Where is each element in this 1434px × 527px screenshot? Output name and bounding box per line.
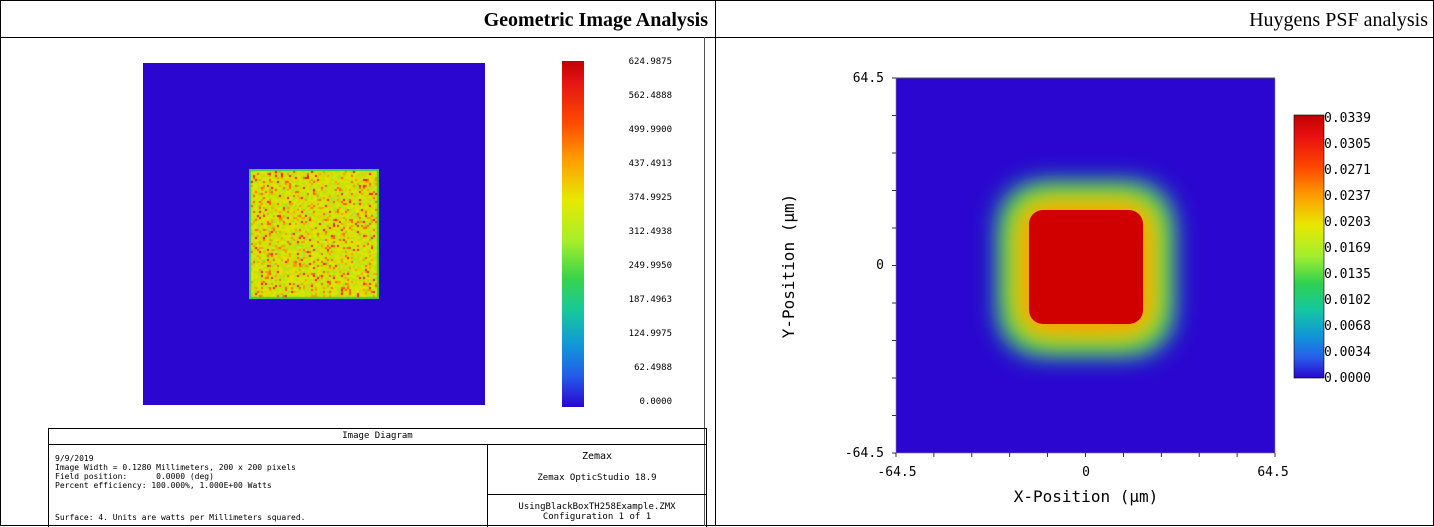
cbar-tick: 62.4988 — [634, 363, 672, 373]
header-divider — [0, 37, 1434, 38]
x-tick-label: 0 — [1082, 465, 1090, 480]
info-efficiency: Percent efficiency: 100.000%, 1.000E+00 … — [55, 481, 272, 490]
zemax-brand: Zemax — [581, 451, 613, 462]
cbar-tick: 437.4913 — [628, 159, 672, 169]
psf-core — [1029, 210, 1143, 324]
huygens-psf-title: Huygens PSF analysis — [1249, 9, 1428, 31]
info-separator — [487, 494, 706, 495]
psf-plot-area — [895, 77, 1276, 454]
psf-cbar-tick: 0.0237 — [1324, 189, 1371, 204]
info-details: 9/9/2019 Image Width = 0.1280 Millimeter… — [55, 454, 296, 490]
zemax-version: Zemax OpticStudio 18.9 — [537, 473, 657, 483]
cbar-tick: 374.9925 — [628, 193, 672, 203]
x-tick-label: 64.5 — [1257, 465, 1288, 480]
plot-window-border — [8, 37, 705, 526]
psf-cbar-tick: 0.0169 — [1324, 241, 1371, 256]
psf-cbar-tick: 0.0000 — [1324, 371, 1371, 386]
huygens-psf-chart: 64.5 0 -64.5 -64.5 0 64.5 X-Position (μm… — [779, 71, 1371, 506]
psf-heat — [1001, 185, 1171, 353]
y-tick-label: 64.5 — [853, 71, 884, 86]
image-diagram-info: Image Diagram 9/9/2019 Image Width = 0.1… — [48, 428, 707, 527]
geometric-image-title: Geometric Image Analysis — [483, 9, 708, 31]
y-tick-label: 0 — [876, 258, 884, 273]
cbar-tick: 562.4888 — [628, 91, 672, 101]
psf-cbar-tick: 0.0102 — [1324, 293, 1371, 308]
info-separator — [487, 445, 488, 527]
psf-cbar-tick: 0.0271 — [1324, 163, 1371, 178]
zemax-filename: UsingBlackBoxTH258Example.ZMX — [518, 502, 676, 512]
cbar-tick: 124.9975 — [628, 329, 672, 339]
panel-divider — [715, 0, 716, 526]
y-axis-label: Y-Position (μm) — [779, 194, 798, 339]
y-minor-ticks — [892, 77, 896, 454]
psf-cbar-tick: 0.0339 — [1324, 111, 1371, 126]
cbar-tick: 624.9875 — [628, 57, 672, 67]
psf-cbar-tick: 0.0135 — [1324, 267, 1371, 282]
zemax-file-info: UsingBlackBoxTH258Example.ZMX Configurati… — [488, 502, 706, 522]
psf-colorbar-frame — [1293, 114, 1325, 379]
info-image-width: Image Width = 0.1280 Millimeters, 200 x … — [55, 463, 296, 472]
zemax-configuration: Configuration 1 of 1 — [542, 512, 652, 522]
cbar-tick: 187.4963 — [628, 295, 672, 305]
info-field-position: Field position: 0.0000 (deg) — [55, 472, 214, 481]
info-title: Image Diagram — [49, 429, 706, 445]
info-date: 9/9/2019 — [55, 454, 94, 463]
cbar-tick: 0.0000 — [639, 397, 672, 407]
psf-cbar-tick: 0.0305 — [1324, 137, 1371, 152]
geometric-colorbar — [562, 61, 584, 407]
cbar-tick: 499.9900 — [628, 125, 672, 135]
psf-colorbar-gradient — [1294, 115, 1324, 378]
psf-cbar-tick: 0.0203 — [1324, 215, 1371, 230]
info-surface: Surface: 4. Units are watts per Millimet… — [55, 513, 306, 522]
cbar-tick: 249.9950 — [628, 261, 672, 271]
cbar-tick: 312.4938 — [628, 227, 672, 237]
x-minor-ticks — [895, 453, 1276, 457]
illuminated-square — [249, 169, 379, 299]
psf-cbar-tick: 0.0068 — [1324, 319, 1371, 334]
x-tick-label: -64.5 — [877, 465, 916, 480]
psf-colorbar: 0.0339 0.0305 0.0271 0.0237 0.0203 0.016… — [1293, 111, 1371, 386]
y-tick-label: -64.5 — [845, 446, 884, 461]
x-axis-label: X-Position (μm) — [1014, 487, 1159, 506]
psf-cbar-tick: 0.0034 — [1324, 345, 1371, 360]
